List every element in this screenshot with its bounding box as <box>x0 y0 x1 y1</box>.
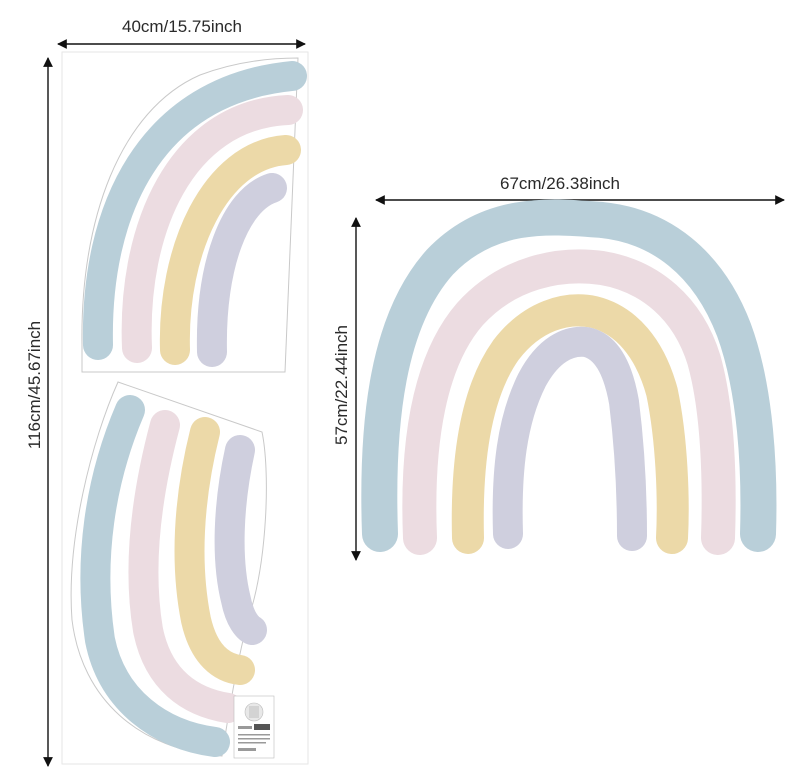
sheet-width-label: 40cm/15.75inch <box>122 17 242 36</box>
sticker-label-icon <box>244 702 264 722</box>
band-pink <box>121 95 303 363</box>
rainbow-width-label: 67cm/26.38inch <box>500 174 620 193</box>
rainbow-width-dimension: 67cm/26.38inch <box>375 174 785 205</box>
band-pink <box>402 249 736 555</box>
band-lavender <box>214 435 267 645</box>
sheet-width-dimension: 40cm/15.75inch <box>57 17 306 49</box>
band-pink <box>128 410 243 723</box>
band-blue <box>361 199 777 552</box>
band-lavender <box>196 173 287 367</box>
sheet-height-label: 116cm/45.67inch <box>25 321 44 449</box>
sheet-height-dimension: 116cm/45.67inch <box>25 57 53 767</box>
band-lavender <box>492 326 647 551</box>
band-yellow <box>159 135 301 365</box>
band-blue <box>82 61 307 360</box>
rainbow-height-dimension: 57cm/22.44inch <box>332 217 361 561</box>
rainbow-top-half <box>81 57 307 373</box>
band-yellow <box>451 294 689 554</box>
rainbow-bottom-half <box>70 381 267 757</box>
assembled-rainbow <box>361 199 777 555</box>
rainbow-height-label: 57cm/22.44inch <box>332 325 351 445</box>
band-yellow <box>174 417 255 685</box>
band-blue <box>80 395 230 757</box>
product-label-card <box>233 695 275 759</box>
